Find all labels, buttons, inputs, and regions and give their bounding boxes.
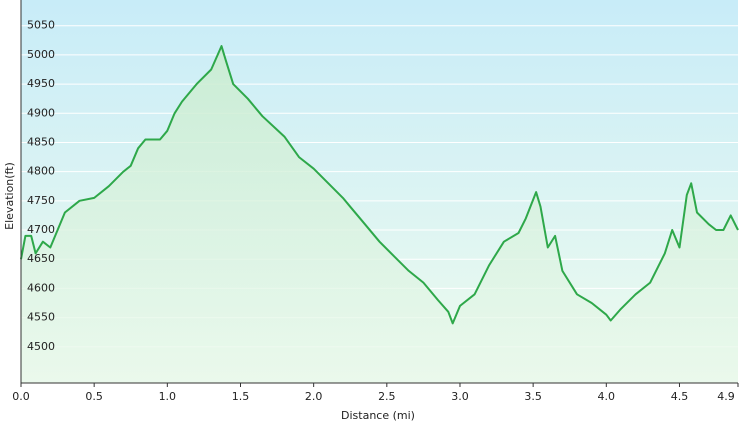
y-tick-label: 4850 (27, 135, 55, 148)
y-axis-title: Elevation(ft) (3, 162, 16, 230)
area-fill (21, 46, 738, 383)
y-tick-label: 5000 (27, 48, 55, 61)
y-tick-label: 4550 (27, 311, 55, 324)
x-tick-label: 4.9 (717, 390, 735, 403)
x-axis-title: Distance (mi) (341, 409, 415, 422)
x-tick-label: 4.0 (598, 390, 616, 403)
y-tick-label: 5050 (27, 19, 55, 32)
x-tick-label: 0.5 (85, 390, 103, 403)
x-tick-label: 1.5 (232, 390, 250, 403)
y-tick-label: 4700 (27, 223, 55, 236)
x-tick-label: 0.0 (12, 390, 30, 403)
y-tick-label: 4800 (27, 165, 55, 178)
x-tick-label: 3.5 (524, 390, 542, 403)
x-tick-label: 3.0 (451, 390, 469, 403)
y-tick-label: 4600 (27, 281, 55, 294)
x-tick-label: 4.5 (671, 390, 689, 403)
y-tick-label: 4750 (27, 194, 55, 207)
x-tick-label: 1.0 (159, 390, 177, 403)
elevation-line (20, 45, 739, 325)
y-tick-label: 4900 (27, 106, 55, 119)
y-tick-label: 4650 (27, 252, 55, 265)
y-tick-label: 4500 (27, 340, 55, 353)
y-tick-label: 4950 (27, 77, 55, 90)
x-tick-label: 2.0 (305, 390, 323, 403)
x-tick-label: 2.5 (378, 390, 396, 403)
